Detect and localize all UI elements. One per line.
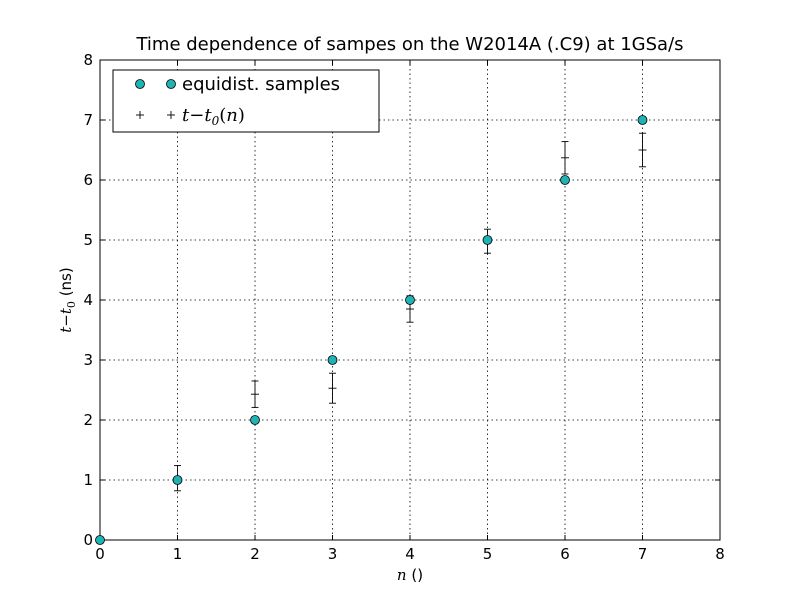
sample-point — [405, 295, 415, 305]
error-bar-point — [638, 132, 647, 168]
legend-marker-circle — [135, 79, 145, 89]
x-tick-label: 1 — [173, 545, 183, 563]
sample-point — [637, 115, 648, 125]
x-tick-label: 3 — [328, 545, 338, 563]
x-tick-label: 0 — [95, 545, 105, 563]
y-tick-label: 0 — [83, 531, 93, 549]
legend-marker-circle — [166, 79, 176, 89]
y-tick-label: 3 — [83, 351, 93, 369]
y-tick-label: 8 — [83, 51, 93, 69]
x-axis-label-unit: () — [407, 566, 423, 584]
x-tick-label: 8 — [715, 545, 725, 563]
sample-point — [327, 355, 338, 365]
legend-label-equidist: equidist. samples — [182, 74, 340, 95]
y-tick-label: 7 — [83, 111, 93, 129]
y-axis-ticks: 0 1 2 3 4 5 6 7 8 — [83, 51, 720, 549]
sample-point — [250, 415, 260, 425]
y-tick-label: 4 — [83, 291, 93, 309]
sample-point — [482, 235, 493, 245]
x-axis-label-var: n — [397, 566, 407, 584]
plot-frame — [99, 59, 721, 541]
x-tick-label: 4 — [405, 545, 415, 563]
sample-point — [172, 475, 183, 485]
svg-text:t−t0 (ns): t−t0 (ns) — [57, 267, 78, 332]
legend-label-t-minus-t0: t−t0(n) — [182, 105, 245, 128]
y-tick-label: 5 — [83, 231, 93, 249]
x-tick-label: 5 — [483, 545, 493, 563]
y-tick-label: 1 — [83, 471, 93, 489]
y-tick-label: 6 — [83, 171, 93, 189]
legend-marker-plus — [136, 111, 175, 119]
y-tick-label: 2 — [83, 411, 93, 429]
error-bar-point — [251, 380, 259, 408]
error-bar-point — [328, 372, 337, 404]
x-tick-label: 2 — [250, 545, 260, 563]
error-bar-point — [561, 141, 569, 175]
x-tick-label: 6 — [560, 545, 570, 563]
x-tick-label: 7 — [638, 545, 648, 563]
legend: equidist. samples t−t0(n) — [112, 69, 380, 133]
x-axis-label: n () — [397, 566, 423, 584]
sample-points-series — [95, 115, 648, 545]
y-axis-label: t−t0 (ns) — [57, 267, 78, 332]
legend-box — [112, 69, 380, 133]
sample-point — [560, 175, 570, 185]
chart-title: Time dependence of sampes on the W2014A … — [135, 34, 683, 55]
sample-point — [95, 535, 105, 545]
